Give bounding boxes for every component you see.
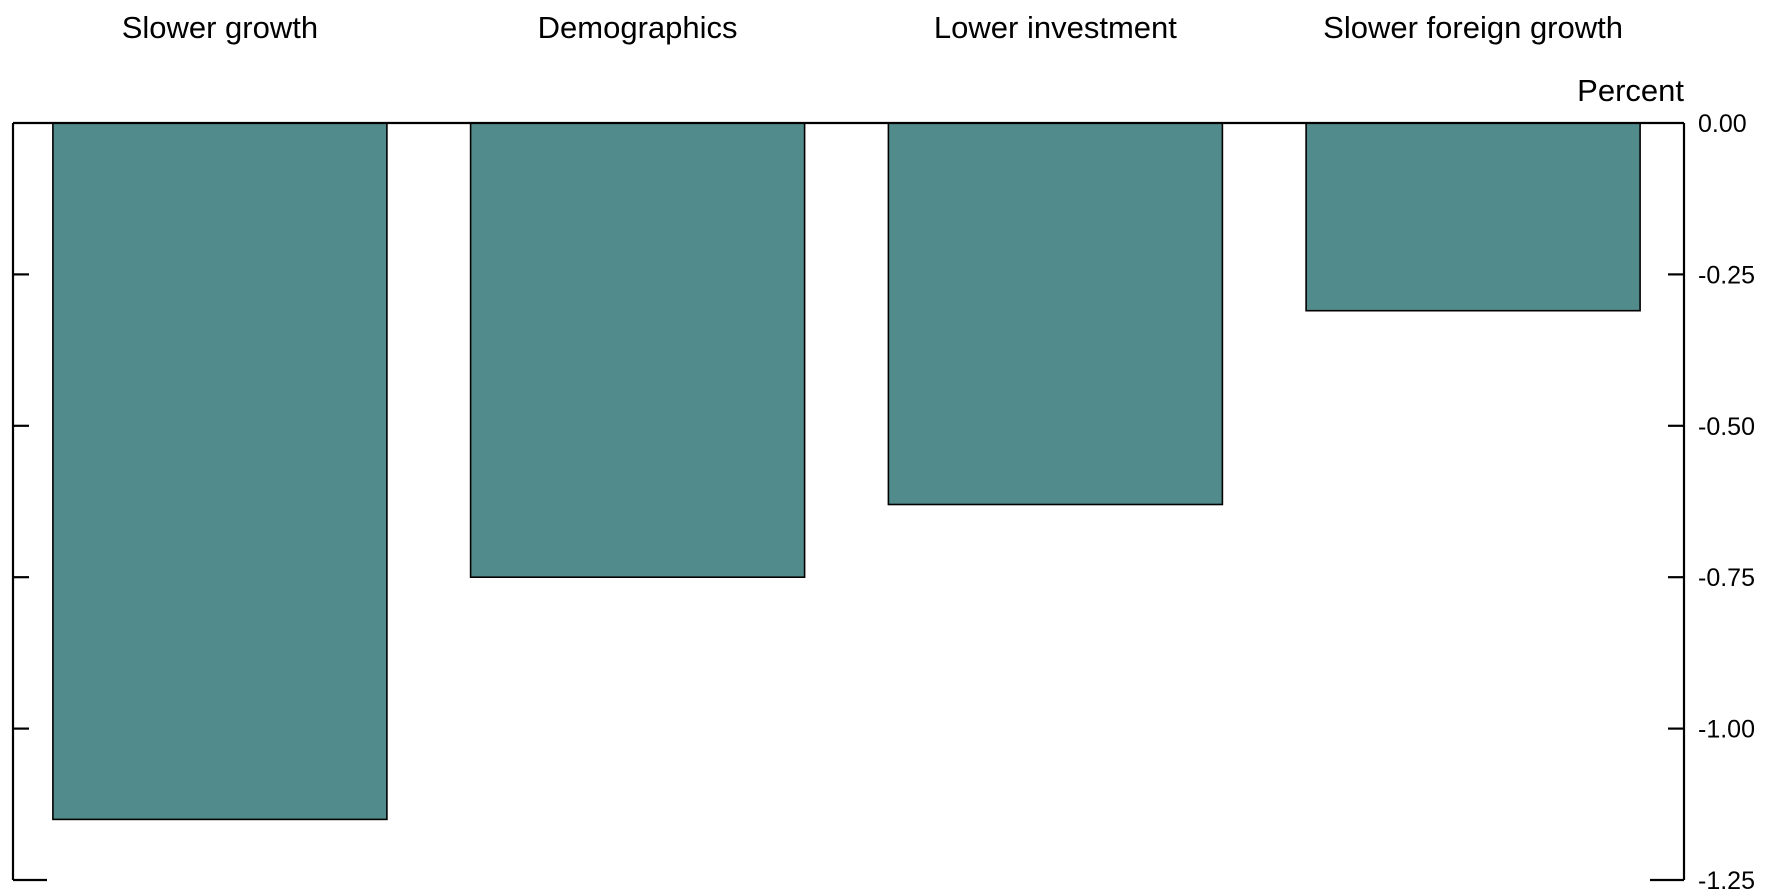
y-tick-label: -0.25 <box>1698 261 1755 289</box>
y-tick-label: -0.50 <box>1698 413 1755 441</box>
bar-slower-foreign-growth <box>1305 122 1641 312</box>
y-tick-label: -0.75 <box>1698 564 1755 592</box>
y-tick-label: -1.00 <box>1698 716 1755 744</box>
y-tick-label: -1.25 <box>1698 867 1755 895</box>
bars-group <box>52 122 1641 821</box>
bar-demographics <box>469 122 806 579</box>
bar-slower-growth <box>52 122 388 821</box>
y-axis-unit-label: Percent <box>1577 73 1684 108</box>
category-label: Lower investment <box>934 10 1177 45</box>
bar-lower-investment <box>887 122 1224 506</box>
category-label: Slower growth <box>122 10 318 45</box>
category-label: Demographics <box>538 10 738 45</box>
plot-frame <box>11 121 1686 880</box>
y-ticks-group: 0.00 -0.25 -0.50 -0.75 -1.00 -1.25 <box>13 110 1755 895</box>
category-labels-group: Slower growth Demographics Lower investmen… <box>122 10 1623 45</box>
y-tick-label: 0.00 <box>1698 110 1747 138</box>
category-label: Slower foreign growth <box>1323 10 1623 45</box>
